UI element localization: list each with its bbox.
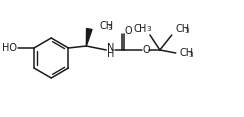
Polygon shape bbox=[86, 29, 92, 46]
Text: O: O bbox=[124, 26, 132, 36]
Text: 3: 3 bbox=[108, 25, 112, 31]
Text: H: H bbox=[139, 24, 146, 34]
Text: 3: 3 bbox=[147, 26, 152, 32]
Text: O: O bbox=[142, 45, 150, 55]
Text: HO: HO bbox=[2, 43, 17, 53]
Text: 3: 3 bbox=[185, 28, 189, 34]
Text: N: N bbox=[107, 43, 115, 53]
Text: CH: CH bbox=[176, 24, 190, 34]
Text: 3: 3 bbox=[189, 52, 193, 58]
Text: CH: CH bbox=[180, 48, 194, 58]
Text: C: C bbox=[133, 24, 140, 34]
Text: CH: CH bbox=[99, 21, 113, 31]
Text: H: H bbox=[107, 49, 115, 59]
